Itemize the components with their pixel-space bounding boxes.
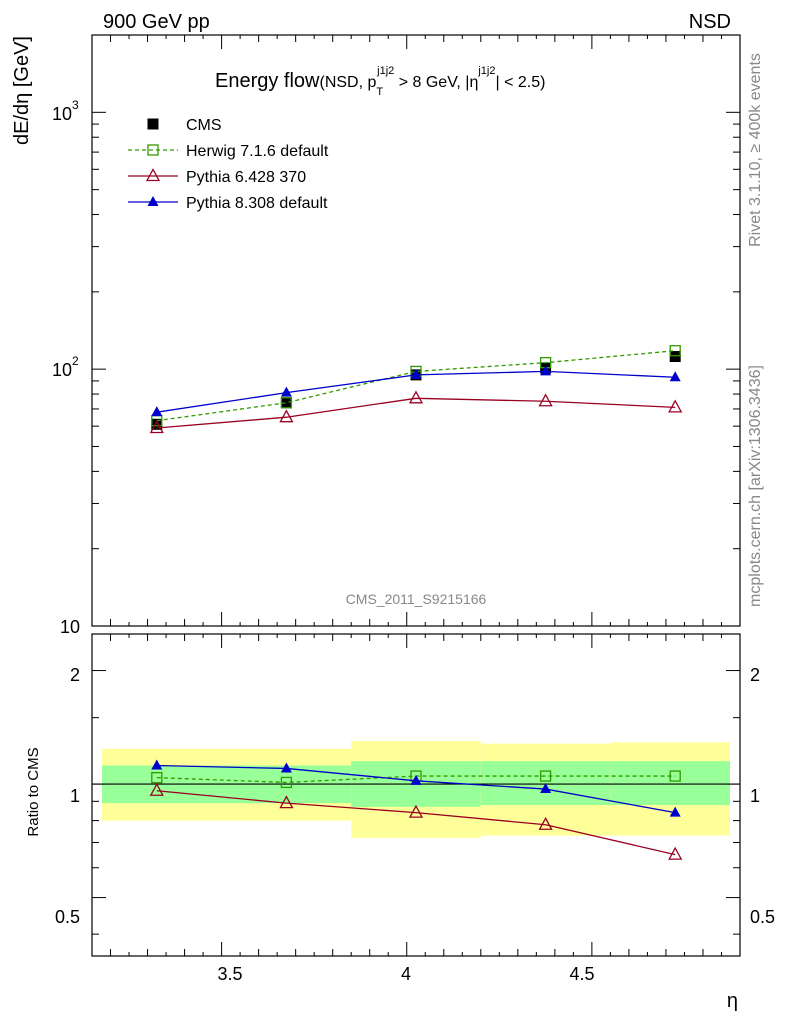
main-point-pythia8-3 bbox=[540, 365, 552, 376]
main-point-pythia6-1 bbox=[279, 409, 294, 423]
main-point-cms-1 bbox=[280, 397, 292, 409]
analysis-watermark: CMS_2011_S9215166 bbox=[346, 591, 487, 607]
legend-marker-pythia8 bbox=[147, 196, 159, 206]
title-sub-t: T bbox=[376, 86, 383, 98]
ytick-label-1000: 10 bbox=[52, 104, 72, 124]
ytick-exp-100: 2 bbox=[72, 354, 79, 368]
source-label: mcplots.cern.ch [arXiv:1306.3436] bbox=[747, 365, 764, 607]
main-line-herwig bbox=[156, 350, 676, 422]
header-right: NSD bbox=[689, 11, 731, 33]
legend-markers bbox=[128, 118, 178, 206]
ratio-y-tick-labels: 0.5 1 2 0.5 1 2 bbox=[55, 665, 775, 927]
main-point-pythia8-2 bbox=[410, 368, 422, 379]
title-mid: > 8 GeV, |η bbox=[394, 74, 478, 91]
ratio-point-pythia8-4 bbox=[669, 806, 681, 817]
main-series-layer bbox=[149, 345, 683, 434]
ratio-point-pythia6-2 bbox=[408, 804, 424, 818]
ratio-ytick-2-left: 2 bbox=[70, 665, 80, 685]
legend-label-pythia6: Pythia 6.428 370 bbox=[186, 169, 306, 186]
ratio-line-pythia6 bbox=[156, 790, 676, 856]
main-line-pythia6 bbox=[156, 397, 676, 429]
uncertainty-bands bbox=[92, 741, 740, 838]
title-end: | < 2.5) bbox=[495, 74, 545, 91]
legend-marker-cms bbox=[147, 118, 159, 130]
title-main: Energy flow bbox=[215, 70, 320, 92]
main-point-cms-4 bbox=[669, 351, 681, 363]
ratio-plot-frame bbox=[91, 633, 741, 957]
ratio-point-pythia8-1 bbox=[280, 762, 292, 773]
legend: CMS Herwig 7.1.6 default Pythia 6.428 37… bbox=[128, 117, 329, 212]
title-sup-j2: j1j2 bbox=[477, 65, 495, 77]
main-point-herwig-4 bbox=[669, 345, 681, 357]
ratio-point-pythia8-2 bbox=[410, 774, 422, 785]
ytick-exp-1000: 3 bbox=[72, 98, 79, 112]
main-plot-frame bbox=[91, 34, 741, 627]
ratio-point-pythia6-3 bbox=[538, 816, 553, 830]
ratio-point-herwig-4 bbox=[669, 770, 681, 782]
ratio-point-pythia6-0 bbox=[149, 782, 164, 796]
chart-title: Energy flow(NSD, pTj1j2 > 8 GeV, |ηj1j2|… bbox=[215, 65, 545, 98]
green-band-4 bbox=[610, 761, 730, 806]
main-point-pythia8-0 bbox=[151, 406, 163, 417]
x-axis-label: η bbox=[727, 990, 738, 1012]
main-point-herwig-1 bbox=[280, 397, 293, 409]
main-point-pythia6-2 bbox=[408, 390, 424, 404]
ratio-ytick-2-right: 2 bbox=[750, 665, 760, 685]
main-point-pythia8-1 bbox=[280, 386, 292, 397]
ratio-series-layer bbox=[149, 759, 683, 860]
xtick-label-4: 4 bbox=[401, 964, 411, 984]
ratio-ytick-05-right: 0.5 bbox=[750, 907, 775, 927]
xtick-label-3-5: 3.5 bbox=[217, 964, 242, 984]
ratio-point-pythia6-4 bbox=[668, 846, 683, 860]
ratio-point-herwig-1 bbox=[280, 776, 293, 789]
ytick-label-100: 10 bbox=[52, 360, 72, 380]
main-y-tick-labels: 10 10 2 10 3 bbox=[52, 98, 80, 637]
title-sup-j: j1j2 bbox=[376, 65, 394, 77]
main-point-pythia6-3 bbox=[538, 393, 553, 407]
ytick-label-10: 10 bbox=[60, 617, 80, 637]
legend-label-pythia8: Pythia 8.308 default bbox=[186, 195, 328, 212]
legend-label-herwig: Herwig 7.1.6 default bbox=[186, 143, 329, 160]
main-point-cms-0 bbox=[151, 418, 163, 430]
main-point-pythia6-4 bbox=[668, 399, 683, 413]
ratio-point-pythia6-1 bbox=[279, 795, 294, 809]
ratio-point-pythia8-0 bbox=[151, 759, 163, 770]
ratio-ytick-1-right: 1 bbox=[750, 786, 760, 806]
xtick-label-4-5: 4.5 bbox=[569, 964, 594, 984]
y-axis-label: dE/dη [GeV] bbox=[11, 36, 33, 145]
ratio-y-axis-label: Ratio to CMS bbox=[25, 747, 42, 836]
ratio-ytick-1-left: 1 bbox=[70, 786, 80, 806]
main-point-pythia8-4 bbox=[669, 371, 681, 382]
title-pre: (NSD, p bbox=[320, 74, 377, 91]
main-point-pythia6-0 bbox=[149, 420, 164, 434]
rivet-label: Rivet 3.1.10, ≥ 400k events bbox=[747, 53, 764, 247]
legend-marker-herwig bbox=[147, 144, 159, 156]
ratio-point-pythia8-3 bbox=[540, 783, 552, 794]
legend-marker-pythia6 bbox=[145, 168, 161, 182]
axis-ticks bbox=[92, 34, 741, 956]
legend-label-cms: CMS bbox=[186, 117, 222, 134]
header-left: 900 GeV pp bbox=[103, 11, 210, 33]
ratio-ytick-05-left: 0.5 bbox=[55, 907, 80, 927]
ratio-point-herwig-0 bbox=[151, 771, 163, 784]
ratio-point-herwig-3 bbox=[539, 770, 552, 782]
x-tick-labels: 3.5 4 4.5 bbox=[217, 964, 594, 984]
